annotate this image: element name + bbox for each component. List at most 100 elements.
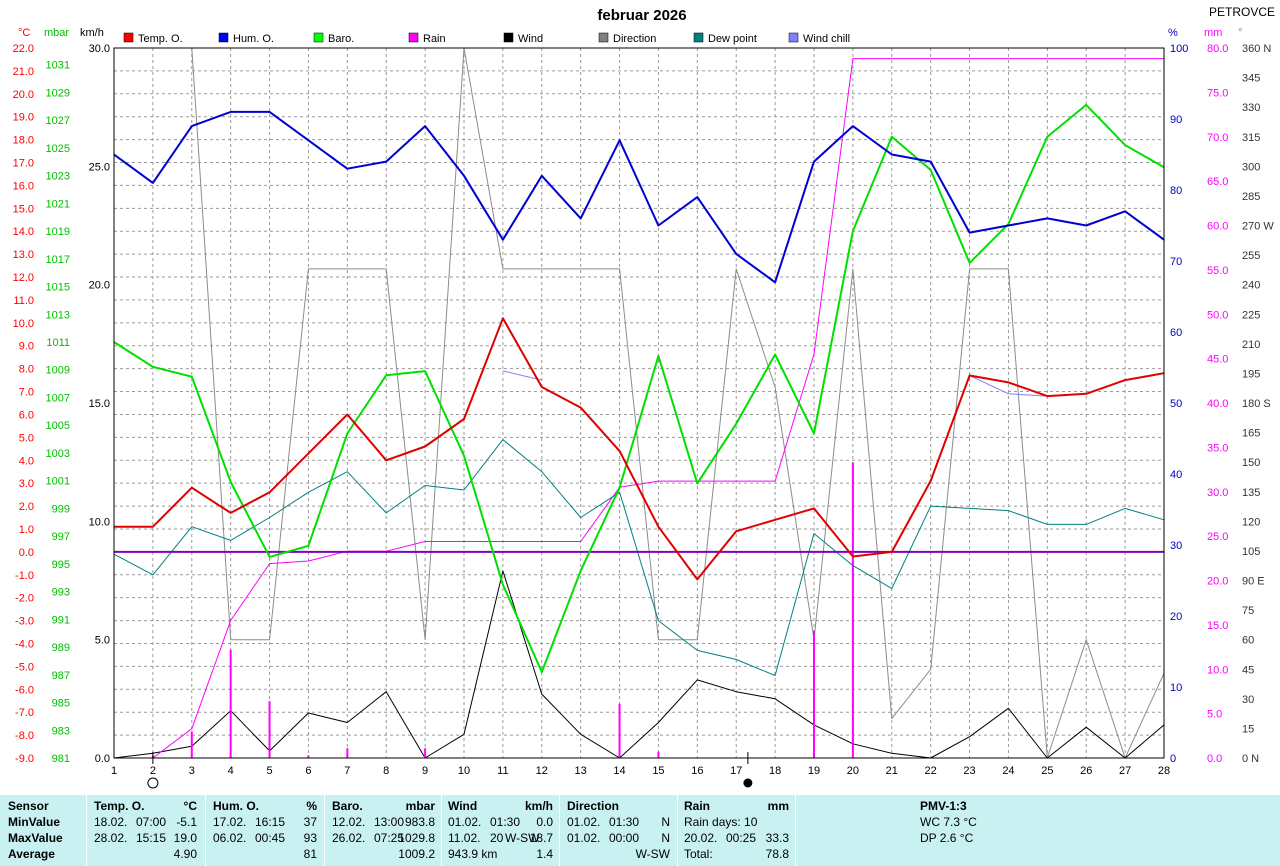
baro-tick-label: 991: [52, 614, 70, 626]
dir-tick-label: 135: [1242, 487, 1260, 499]
baro-unit-label: mbar: [44, 27, 69, 39]
hum-line: [113, 110, 1165, 284]
hum-head: Hum. O.: [213, 799, 260, 813]
hum-tick-label: 60: [1170, 327, 1182, 339]
baro-tick-label: 983: [52, 725, 70, 737]
temp-tick-label: 13.0: [13, 249, 34, 261]
x-tick-label: 3: [189, 765, 195, 777]
hum-max-date: 06.02.: [213, 831, 247, 845]
temp-tick-label: 22.0: [13, 43, 34, 55]
summary-sensor-col: Sensor MinValue MaxValue Average: [0, 795, 86, 866]
dir-tick-label: 30: [1242, 694, 1254, 706]
temp-tick-label: 14.0: [13, 226, 34, 238]
temp-max-time: 15:15: [136, 831, 167, 845]
temp-head: Temp. O.: [94, 799, 145, 813]
temp-line: [114, 317, 1165, 581]
legend-swatch: [598, 32, 609, 43]
baro-tick-label: 1029: [46, 87, 70, 99]
baro-unit: mbar: [405, 799, 435, 813]
summary-baro-col: Baro. mbar 12.02. 13:00 983.8 26.02. 07:25 10…: [325, 795, 441, 866]
summary-hum-col: Hum. O.% 17.02. 16:15 37 06.02. 00:45 93 81: [206, 795, 324, 866]
dir-tick-label: 285: [1242, 191, 1260, 203]
baro-tick-label: 1005: [46, 420, 70, 432]
wind-unit-label: km/h: [80, 27, 104, 39]
hum-max-val: 93: [303, 831, 317, 845]
x-tick-label: 5: [266, 765, 272, 777]
wind-max-dir: W-SW: [505, 831, 540, 845]
hum-tick-label: 100: [1170, 43, 1188, 55]
legend-label: Temp. O.: [138, 33, 183, 45]
baro-tick-label: 1001: [46, 476, 70, 488]
wind-max-val: 18.7: [529, 831, 553, 845]
wind-max-time: 20: [490, 831, 504, 845]
rain-max-val: 33.3: [765, 831, 789, 845]
temp-tick-label: 16.0: [13, 180, 34, 192]
wind-tick-label: 30.0: [89, 43, 110, 55]
x-tick-label: 24: [1002, 765, 1014, 777]
x-tick-label: 25: [1041, 765, 1053, 777]
x-tick-label: 20: [847, 765, 859, 777]
baro-tick-label: 989: [52, 642, 70, 654]
direction-line: [114, 47, 1165, 759]
temp-tick-label: 15.0: [13, 203, 34, 215]
temp-tick-label: -6.0: [15, 684, 34, 696]
x-tick-label: 19: [808, 765, 820, 777]
temp-tick-label: 7.0: [19, 387, 34, 399]
dir-tick-label: 105: [1242, 546, 1260, 558]
direction-min-date: 01.02.: [567, 815, 601, 829]
x-tick-label: 13: [575, 765, 587, 777]
x-tick-label: 8: [383, 765, 389, 777]
baro-line: [113, 103, 1165, 673]
hum-min-time: 16:15: [255, 815, 286, 829]
baro-tick-label: 1009: [46, 365, 70, 377]
legend-label: Wind chill: [803, 33, 850, 45]
rain-tick-label: 45.0: [1207, 354, 1228, 366]
baro-max-val: 1029.8: [398, 831, 435, 845]
temp-tick-label: 2.0: [19, 501, 34, 513]
rain-tick-label: 55.0: [1207, 265, 1228, 277]
baro-tick-label: 997: [52, 531, 70, 543]
hum-avg: 81: [303, 847, 317, 861]
hum-tick-label: 20: [1170, 611, 1182, 623]
temp-tick-label: -4.0: [15, 638, 34, 650]
hum-unit-label: %: [1168, 27, 1178, 39]
temp-tick-label: 11.0: [13, 295, 34, 307]
legend-swatch: [408, 32, 419, 43]
legend-swatch: [503, 32, 514, 43]
wind-tick-label: 5.0: [95, 635, 110, 647]
hum-tick-label: 40: [1170, 469, 1182, 481]
rain-tick-label: 40.0: [1207, 398, 1228, 410]
baro-tick-label: 1025: [46, 143, 70, 155]
temp-tick-label: 9.0: [19, 341, 34, 353]
dir-tick-label: 75: [1242, 605, 1254, 617]
wind-chill-line: [502, 370, 1048, 397]
baro-max-time: 07:25: [374, 831, 405, 845]
rain-unit: mm: [767, 799, 789, 813]
x-tick-label: 28: [1158, 765, 1170, 777]
temp-tick-label: -9.0: [15, 753, 34, 765]
x-tick-label: 4: [228, 765, 234, 777]
dir-tick-label: 315: [1242, 132, 1260, 144]
x-tick-label: 18: [769, 765, 781, 777]
temp-tick-label: 20.0: [13, 89, 34, 101]
rain-tick-label: 75.0: [1207, 87, 1228, 99]
x-tick-label: 11: [497, 765, 508, 777]
baro-tick-label: 1027: [46, 115, 70, 127]
baro-tick-label: 993: [52, 587, 70, 599]
dir-tick-label: 300: [1242, 161, 1260, 173]
dir-tick-label: 255: [1242, 250, 1260, 262]
baro-tick-label: 1021: [46, 198, 70, 210]
x-tick-label: 12: [536, 765, 548, 777]
dir-tick-label: 120: [1242, 516, 1260, 528]
dir-tick-label: 180 S: [1242, 398, 1271, 410]
x-tick-label: 17: [730, 765, 742, 777]
hum-min-date: 17.02.: [213, 815, 247, 829]
rain-unit-label: mm: [1204, 27, 1222, 39]
legend-label: Wind: [518, 33, 543, 45]
station-name: PETROVCE: [1209, 5, 1275, 19]
temp-tick-label: 8.0: [19, 364, 34, 376]
direction-min-val: N: [661, 815, 670, 829]
temp-tick-label: 1.0: [19, 524, 34, 536]
rain-tick-label: 65.0: [1207, 176, 1228, 188]
legend-swatch: [123, 32, 134, 43]
